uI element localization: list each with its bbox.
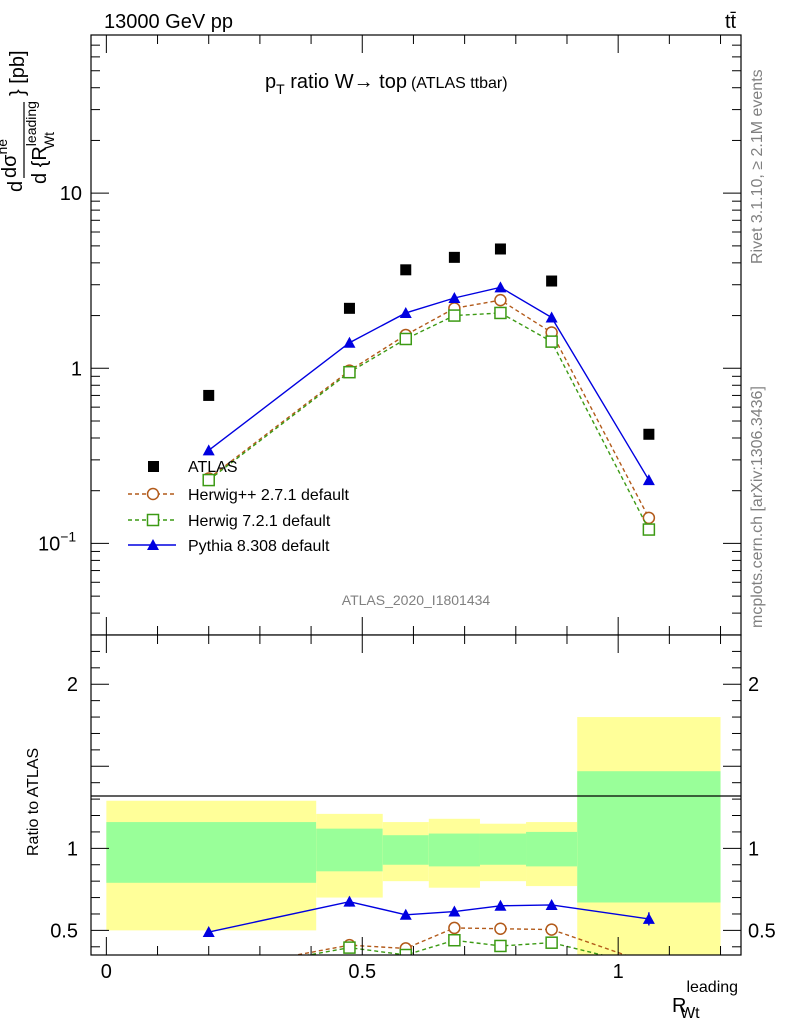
legend-label-pythia: Pythia 8.308 default — [188, 538, 330, 555]
main-panel-background — [91, 35, 741, 635]
legend-label-herwigpp: Herwig++ 2.7.1 default — [188, 487, 350, 504]
data-point-2-2 — [399, 332, 413, 346]
ratio-point-1-3 — [448, 933, 461, 947]
mcplots-label: mcplots.cern.ch [arXiv:1306.3436] — [749, 386, 766, 628]
header-right: tt̄ — [725, 11, 737, 33]
x-tick-label: 1 — [613, 961, 624, 983]
ratio-point-2-2 — [399, 908, 412, 920]
main-panel: 10 1 10−1 pT ratio W→ top (ATLAS ttbar) ATL… — [0, 34, 742, 636]
ratio-panel-frame — [90, 634, 742, 956]
plot-title: pT ratio W→ top (ATLAS ttbar) — [265, 71, 508, 97]
main-y-label: d dσne d {Rleading Wt } [pb] — [0, 50, 57, 192]
y-label-units: } [pb] — [7, 50, 29, 96]
ratio-y-tick-label-right: 1 — [748, 838, 759, 860]
inner-band-4 — [479, 833, 527, 865]
ratio-point-1-6 — [643, 961, 654, 972]
x-tick-label: 0.5 — [348, 961, 376, 983]
legend-label-atlas: ATLAS — [188, 459, 238, 476]
data-point-0-4 — [494, 243, 506, 255]
legend-marker-atlas — [148, 461, 159, 472]
y-label-d: d — [5, 181, 27, 192]
ratio-series-group — [202, 895, 655, 979]
ratio-point-2-3 — [448, 905, 461, 917]
ratio-point-0-5 — [545, 923, 558, 936]
ratio-point-1-5 — [545, 936, 558, 949]
legend: ATLAS Herwig++ 2.7.1 default Herwig 7.2.… — [128, 459, 350, 555]
y-tick-label: 1 — [71, 358, 82, 380]
ratio-point-2-1 — [343, 895, 356, 907]
ratio-clipped-group — [202, 895, 655, 979]
data-point-2-4 — [494, 306, 507, 320]
ratio-y-tick-label-right: 0.5 — [748, 920, 776, 942]
data-point-2-3 — [448, 309, 461, 322]
data-point-0-6 — [643, 428, 655, 440]
legend-label-herwig7: Herwig 7.2.1 default — [188, 513, 331, 530]
ratio-point-0-0 — [203, 966, 214, 977]
data-point-3-3 — [448, 291, 461, 303]
ratio-y-tick-label-left: 2 — [67, 674, 78, 696]
rivet-label: Rivet 3.1.10, ≥ 2.1M events — [749, 69, 766, 264]
ratio-point-0-3 — [448, 921, 461, 935]
ratio-point-2-0 — [202, 926, 215, 938]
data-point-0-2 — [400, 264, 412, 276]
y-label-numerator: dσne — [0, 139, 21, 178]
ratio-point-1-2 — [399, 948, 413, 955]
y-tick-label: 10 — [60, 183, 82, 205]
ratio-point-2-5 — [545, 898, 558, 910]
data-point-2-1 — [343, 365, 356, 379]
legend-marker-herwig7 — [146, 513, 160, 527]
data-point-0-5 — [546, 275, 558, 287]
data-point-0-3 — [448, 251, 460, 263]
ratio-point-2-6 — [642, 912, 655, 924]
header-left: 13000 GeV pp — [104, 11, 233, 33]
ratio-point-2-4 — [494, 899, 507, 911]
legend-entry-atlas: ATLAS — [148, 459, 238, 476]
ratio-panel: 0.5 0.5 1 1 2 2 0 0.5 1 Ratio to ATLAS Rleading W… — [25, 634, 776, 1022]
ratio-y-tick-label-left: 1 — [67, 838, 78, 860]
y-tick-label: 10−1 — [38, 528, 76, 555]
ratio-bands — [106, 717, 721, 955]
inner-band-1 — [316, 828, 383, 872]
ratio-point-0-4 — [494, 922, 507, 935]
legend-marker-pythia — [147, 539, 159, 550]
data-point-3-2 — [399, 306, 412, 318]
ratio-y-tick-label-right: 2 — [748, 674, 759, 696]
data-point-3-1 — [343, 336, 356, 348]
data-point-3-0 — [202, 444, 215, 456]
inner-band-5 — [526, 831, 578, 867]
data-point-1-4 — [494, 293, 507, 307]
inner-band-3 — [428, 833, 480, 867]
ratio-point-0-6 — [643, 958, 654, 969]
data-point-2-0 — [202, 473, 215, 487]
x-tick-label: 0 — [101, 961, 112, 983]
legend-entry-herwigpp: Herwig++ 2.7.1 default — [128, 487, 350, 504]
inner-band-6 — [577, 771, 721, 903]
legend-entry-pythia: Pythia 8.308 default — [128, 538, 330, 555]
data-point-0-1 — [343, 302, 355, 314]
data-point-2-6 — [642, 523, 656, 536]
ratio-ticks: 0.5 0.5 1 1 2 2 0 0.5 1 — [50, 635, 776, 983]
x-axis-label: Rleading Wt — [672, 979, 738, 1022]
main-series-group — [202, 243, 656, 536]
inner-band-2 — [382, 835, 429, 865]
main-y-ticks: 10 1 10−1 — [38, 34, 741, 636]
data-point-3-5 — [545, 311, 558, 323]
data-point-2-5 — [545, 335, 558, 348]
data-point-3-6 — [642, 474, 655, 486]
ratio-y-tick-label-left: 0.5 — [50, 920, 78, 942]
data-point-3-4 — [494, 281, 507, 293]
legend-entry-herwig7: Herwig 7.2.1 default — [128, 513, 331, 530]
inner-band-0 — [106, 822, 317, 883]
data-point-0-0 — [203, 389, 215, 401]
y-label-denominator: d {Rleading Wt — [23, 101, 57, 184]
ratio-point-1-4 — [494, 939, 507, 953]
ratio-y-label: Ratio to ATLAS — [25, 748, 42, 856]
ratio-point-1-0 — [203, 968, 214, 979]
ratio-point-1-1 — [343, 941, 356, 954]
legend-marker-herwigpp — [146, 487, 160, 501]
analysis-label: ATLAS_2020_I1801434 — [342, 592, 491, 608]
